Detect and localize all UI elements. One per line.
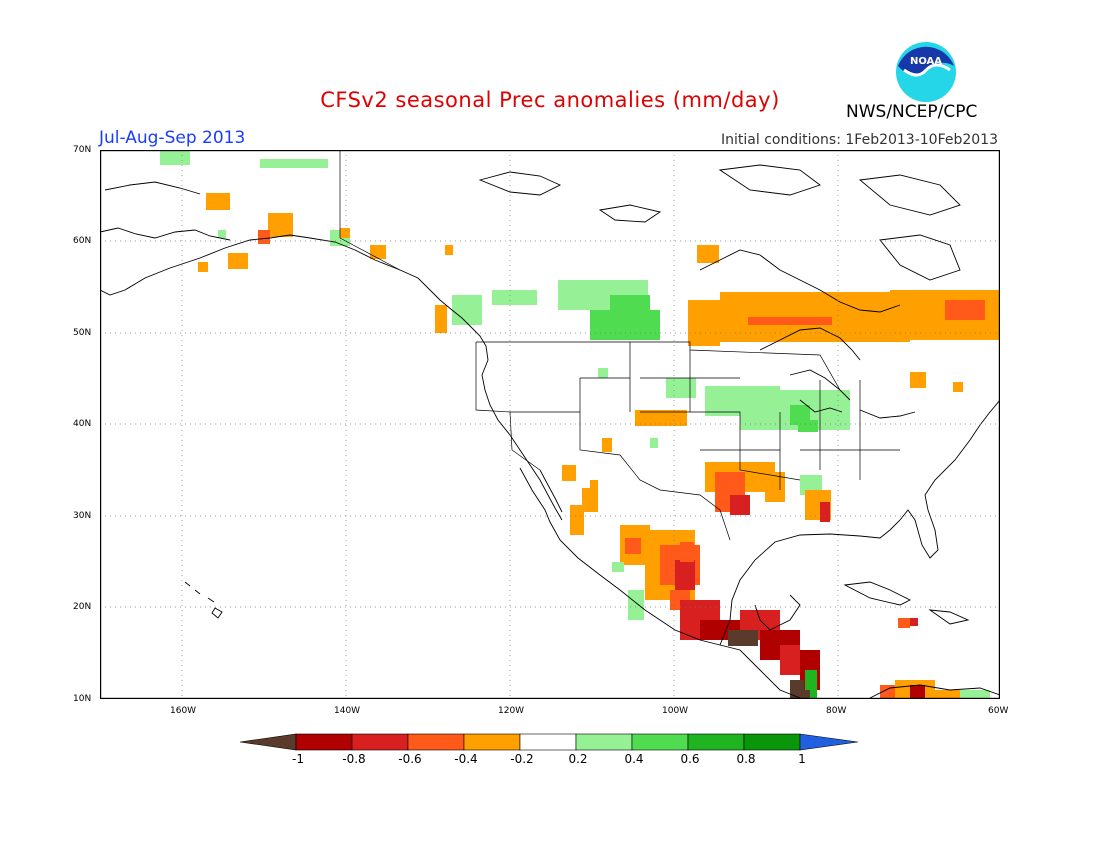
anomaly-cell: [748, 317, 832, 325]
anomaly-cell: [340, 228, 350, 238]
anomaly-cell: [780, 645, 800, 675]
lon-label-120: 120W: [498, 706, 525, 716]
anomaly-cell: [635, 410, 687, 426]
anomaly-cell: [800, 690, 810, 699]
anomaly-cell: [582, 488, 598, 512]
anomaly-cell: [610, 295, 650, 315]
cbar-label-3: -0.4: [454, 752, 478, 766]
organization: NWS/NCEP/CPC: [846, 102, 978, 122]
lat-label-20: 20N: [73, 602, 92, 612]
cbar-label-8: 0.8: [736, 752, 756, 766]
anomaly-cell: [598, 368, 608, 378]
lon-label-80: 80W: [826, 706, 847, 716]
noaa-logo: NOAA: [894, 40, 958, 108]
colorbar-cap-right: [799, 733, 859, 751]
cbar-label-1: -0.8: [342, 752, 366, 766]
lat-label-70: 70N: [73, 145, 92, 155]
anomaly-cell: [680, 542, 694, 562]
anomaly-cell: [688, 300, 720, 346]
state-borders: [339, 150, 900, 541]
period-label: Jul-Aug-Sep 2013: [99, 128, 246, 148]
anomaly-cell: [765, 472, 785, 502]
anomaly-cell: [590, 480, 598, 490]
colorbar-swatch: [295, 733, 353, 751]
coastlines: [100, 164, 1000, 699]
anomaly-cell: [452, 295, 482, 325]
colorbar: [240, 733, 859, 751]
anomaly-cell: [370, 245, 386, 259]
anomaly-cell: [602, 438, 612, 452]
anomaly-cell: [628, 590, 644, 620]
colorbar-swatch: [519, 733, 577, 751]
cbar-label-6: 0.4: [624, 752, 644, 766]
anomaly-cell: [562, 465, 576, 481]
colorbar-swatch: [463, 733, 521, 751]
cbar-label-2: -0.6: [398, 752, 422, 766]
cbar-label-5: 0.2: [568, 752, 588, 766]
cbar-label-4: -0.2: [510, 752, 534, 766]
colorbar-swatch: [351, 733, 409, 751]
anomaly-cell: [570, 505, 584, 535]
lon-label-100: 100W: [662, 706, 689, 716]
lat-label-50: 50N: [73, 328, 92, 338]
lat-label-60: 60N: [73, 236, 92, 246]
logo-text: NOAA: [910, 56, 942, 67]
anomaly-cell: [198, 262, 208, 272]
anomaly-cell: [258, 230, 270, 244]
anomaly-cell: [268, 213, 293, 237]
anomaly-cell: [160, 150, 190, 165]
cbar-label-7: 0.6: [680, 752, 700, 766]
colorbar-swatch: [687, 733, 745, 751]
grid-lines: [100, 150, 1000, 699]
lat-label-30: 30N: [73, 511, 92, 521]
anomaly-cell: [728, 630, 758, 646]
anomaly-cell: [218, 230, 226, 238]
anomaly-cell: [697, 245, 719, 263]
lat-label-10: 10N: [73, 694, 92, 704]
anomaly-cell: [650, 438, 658, 448]
colorbar-swatch: [631, 733, 689, 751]
lon-label-60: 60W: [988, 706, 1009, 716]
anomaly-cell: [206, 193, 230, 210]
anomaly-cell: [910, 372, 926, 388]
colorbar-swatch: [575, 733, 633, 751]
chart-title: CFSv2 seasonal Prec anomalies (mm/day): [320, 88, 780, 112]
anomaly-cell: [625, 538, 641, 554]
map-border: [100, 150, 1000, 699]
anomaly-cells: [160, 150, 1000, 699]
anomaly-cell: [898, 618, 910, 628]
anomaly-cell: [228, 253, 248, 269]
anomaly-cell: [930, 690, 960, 699]
anomaly-cell: [666, 378, 696, 398]
lon-label-140: 140W: [334, 706, 361, 716]
anomaly-cell: [953, 382, 963, 392]
anomaly-cell: [260, 159, 328, 168]
anomaly-cell: [960, 690, 990, 699]
lat-label-40: 40N: [73, 419, 92, 429]
anomaly-cell: [945, 300, 985, 320]
anomaly-cell: [675, 560, 695, 590]
anomaly-cell: [492, 290, 537, 305]
anomaly-cell: [910, 618, 918, 626]
anomaly-cell: [910, 685, 925, 699]
anomaly-cell: [445, 245, 453, 255]
initial-conditions: Initial conditions: 1Feb2013-10Feb2013: [721, 132, 998, 148]
anomaly-cell: [820, 502, 830, 522]
map-panel: [100, 150, 1000, 699]
anomaly-cell: [435, 305, 447, 333]
anomaly-cell: [730, 495, 750, 515]
colorbar-swatch: [743, 733, 801, 751]
colorbar-swatch: [407, 733, 465, 751]
cbar-label-0: -1: [292, 752, 304, 766]
lon-label-160: 160W: [170, 706, 197, 716]
anomaly-cell: [612, 562, 624, 572]
cbar-label-9: 1: [798, 752, 806, 766]
colorbar-cap-left: [240, 733, 297, 751]
anomaly-cell: [798, 420, 818, 432]
